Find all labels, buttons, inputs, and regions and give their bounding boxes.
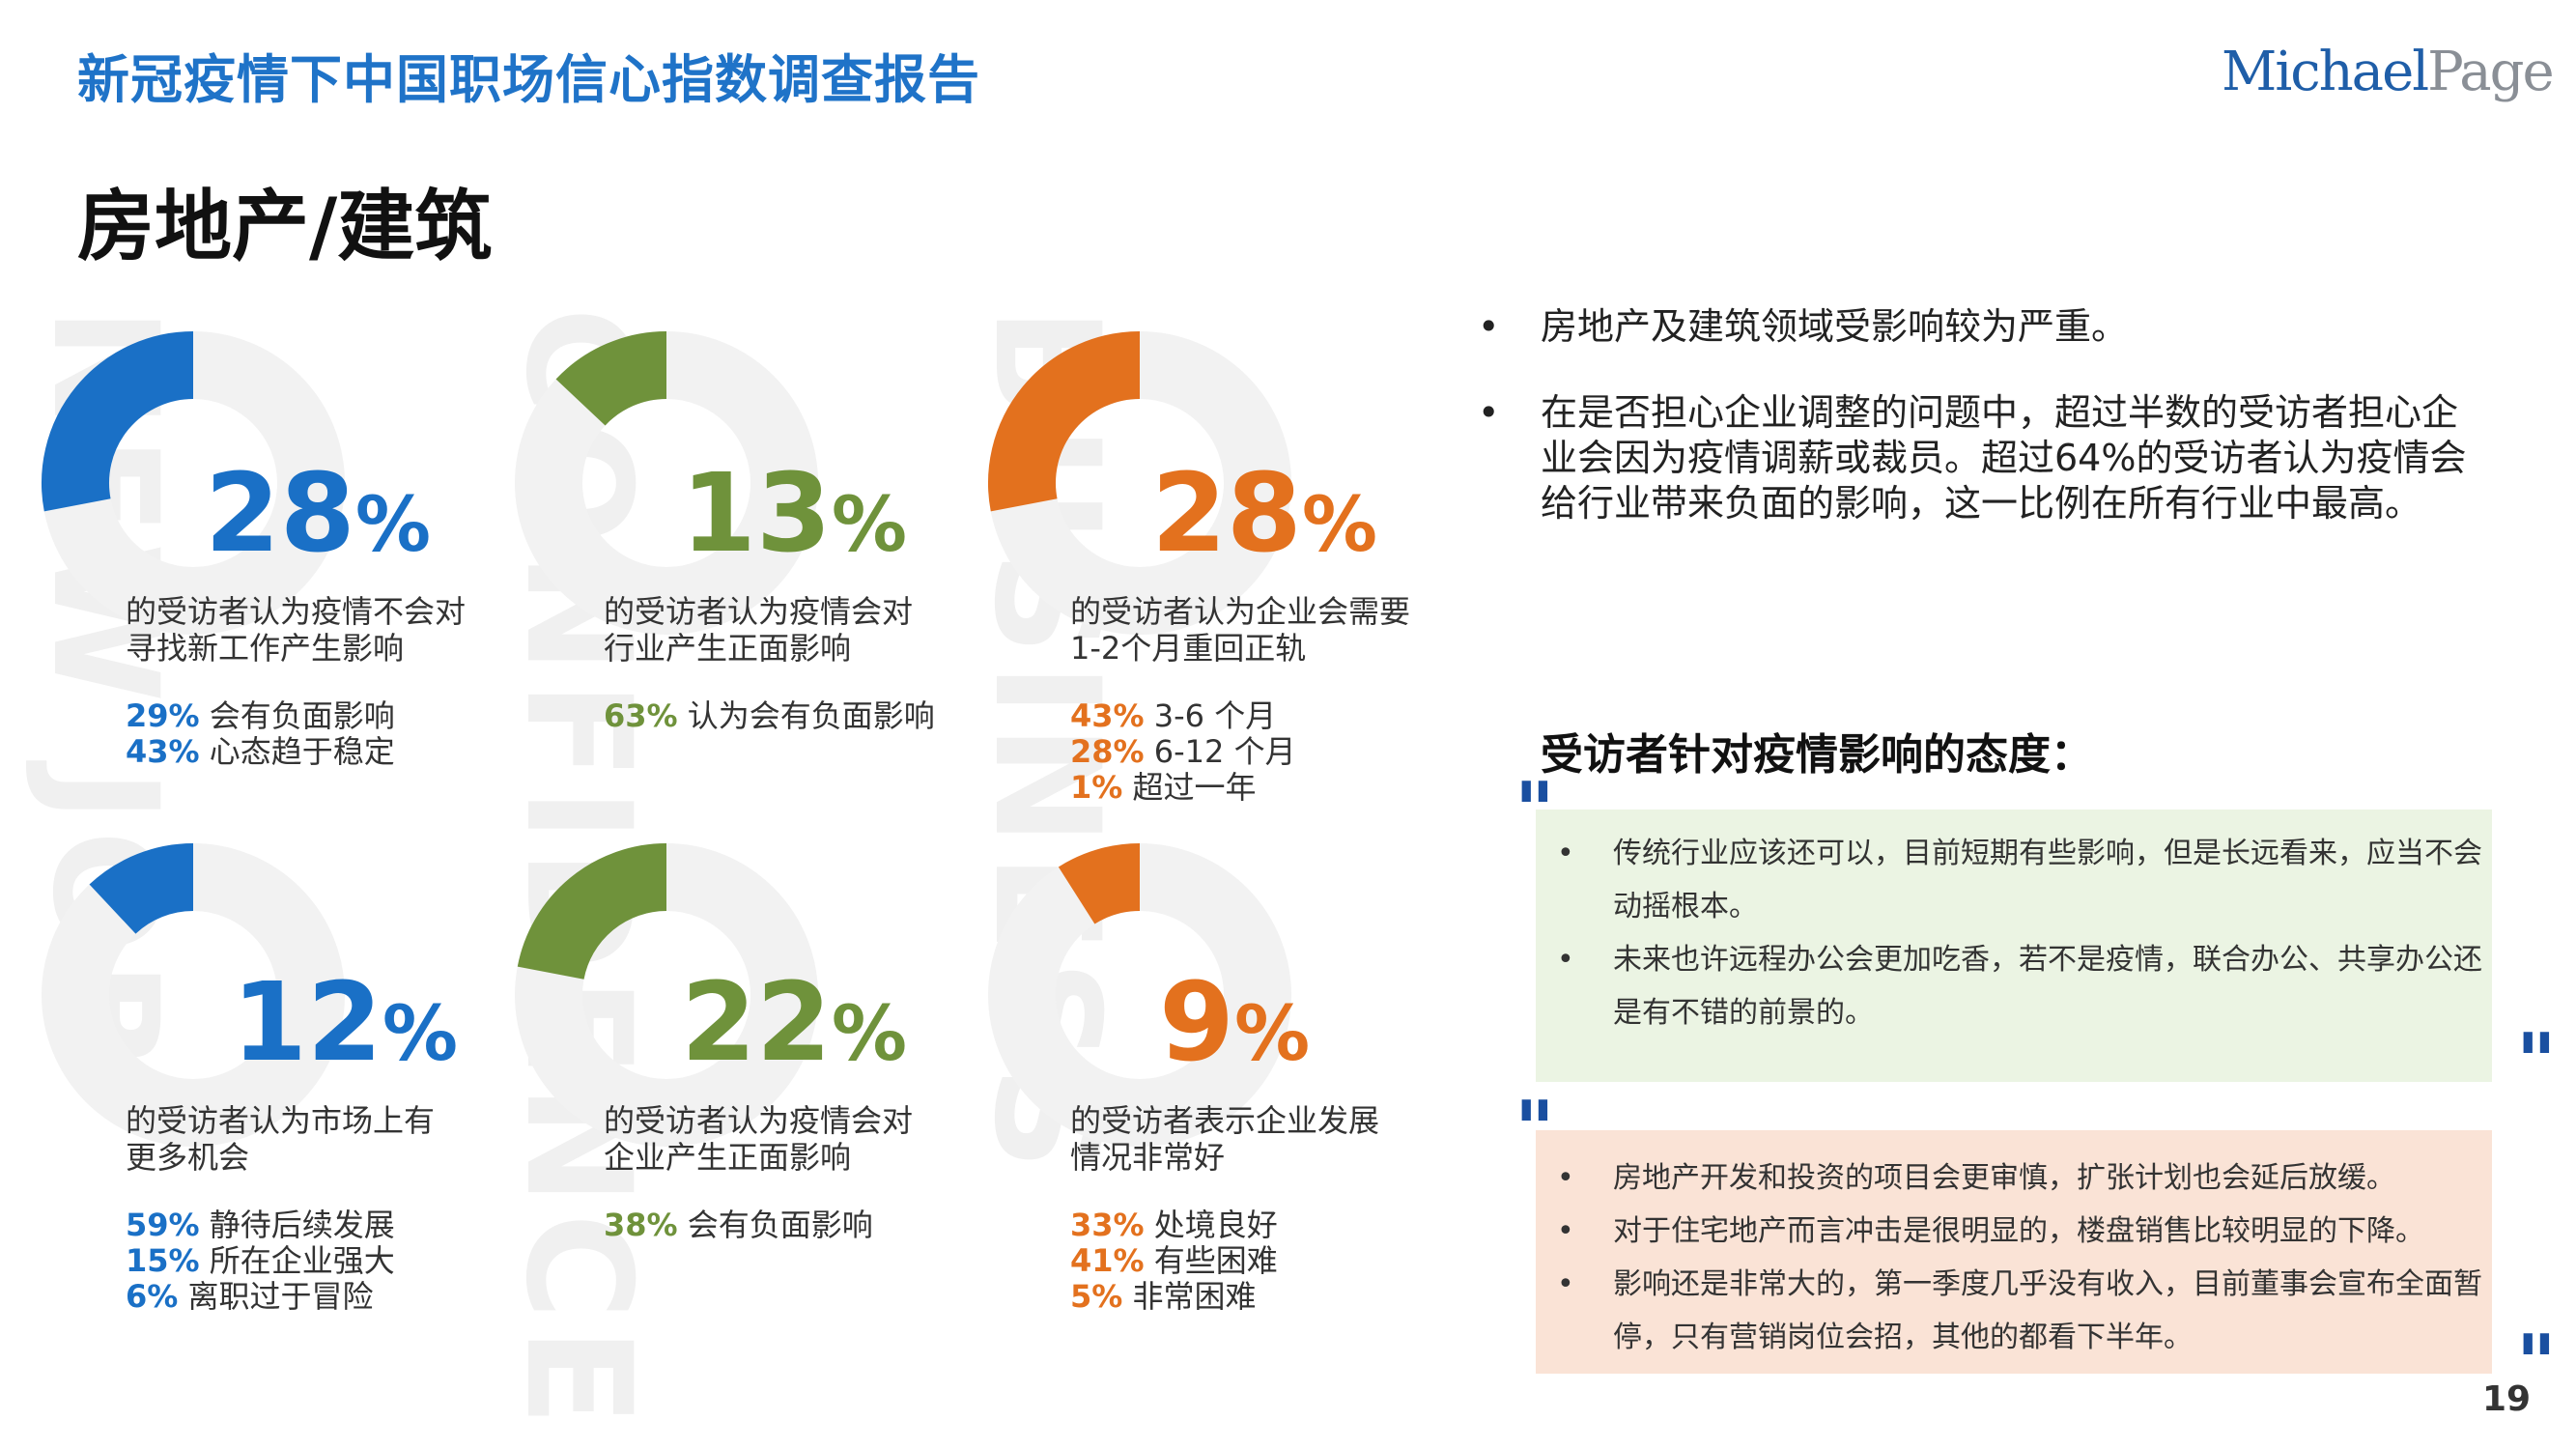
chart5-stats: 38% 会有负面影响	[604, 1208, 873, 1243]
chart6-description: 的受访者表示企业发展 情况非常好	[1070, 1102, 1380, 1176]
chart1-description: 的受访者认为疫情不会对 寻找新工作产生影响	[126, 593, 467, 667]
donut-segment-6	[1058, 843, 1142, 925]
chart6-big-number: 9%	[1159, 960, 1311, 1086]
chart4-stats: 59% 静待后续发展 15% 所在企业强大 6% 离职过于冒险	[126, 1208, 395, 1315]
stat-row: 43% 3-6 个月	[1070, 697, 1277, 734]
section-title: 房地产/建筑	[77, 182, 493, 271]
stat-row: 28% 6-12 个月	[1070, 733, 1296, 770]
stat-row: 63% 认为会有负面影响	[604, 697, 935, 734]
donut-segment-2	[555, 331, 668, 427]
chart4-big-number: 12%	[232, 960, 459, 1086]
chart5-big-number: 22%	[681, 960, 908, 1086]
stat-row: 59% 静待后续发展	[126, 1207, 395, 1243]
chart2-description: 的受访者认为疫情会对 行业产生正面影响	[604, 593, 914, 667]
stat-row: 33% 处境良好	[1070, 1207, 1278, 1243]
key-findings-list: 房地产及建筑领域受影响较为严重。 在是否担心企业调整的问题中，超过半数的受访者担…	[1478, 304, 2492, 567]
chart1-big-number: 28%	[205, 451, 432, 577]
chart5-description: 的受访者认为疫情会对 企业产生正面影响	[604, 1102, 914, 1176]
chart3-stats: 43% 3-6 个月 28% 6-12 个月 1% 超过一年	[1070, 698, 1296, 806]
donut-segment-5	[517, 843, 668, 980]
stat-row: 6% 离职过于冒险	[126, 1278, 374, 1315]
donut-segment-3	[988, 331, 1142, 512]
stat-row: 38% 会有负面影响	[604, 1207, 873, 1243]
attitude-heading: 受访者针对疫情影响的态度：	[1541, 730, 2093, 780]
stat-row: 41% 有些困难	[1070, 1242, 1278, 1279]
chart2-stats: 63% 认为会有负面影响	[604, 698, 935, 734]
stat-row: 1% 超过一年	[1070, 769, 1257, 806]
quotes-box-positive: 传统行业应该还可以，目前短期有些影响，但是长远看来，应当不会动摇根本。 未来也许…	[1536, 810, 2492, 1082]
chart2-big-number: 13%	[681, 451, 908, 577]
finding-item: 在是否担心企业调整的问题中，超过半数的受访者担心企业会因为疫情调薪或裁员。超过6…	[1478, 390, 2492, 526]
chart6-stats: 33% 处境良好 41% 有些困难 5% 非常困难	[1070, 1208, 1278, 1315]
quote-item: 房地产开发和投资的项目会更审慎，扩张计划也会延后放缓。	[1536, 1151, 2492, 1205]
chart3-description: 的受访者认为企业会需要 1-2个月重回正轨	[1070, 593, 1411, 667]
report-title: 新冠疫情下中国职场信心指数调查报告	[77, 49, 980, 110]
donut-segment-1	[42, 331, 195, 512]
finding-item: 房地产及建筑领域受影响较为严重。	[1478, 304, 2492, 350]
stat-row: 29% 会有负面影响	[126, 697, 395, 734]
stat-row: 43% 心态趋于稳定	[126, 733, 395, 770]
stat-row: 5% 非常困难	[1070, 1278, 1257, 1315]
quote-close-icon: "	[2516, 1319, 2557, 1408]
donut-segment-4	[89, 843, 195, 935]
chart3-big-number: 28%	[1151, 451, 1378, 577]
stat-row: 15% 所在企业强大	[126, 1242, 395, 1279]
chart1-stats: 29% 会有负面影响 43% 心态趋于稳定	[126, 698, 395, 770]
quote-close-icon: "	[2516, 1017, 2557, 1107]
quote-item: 对于住宅地产而言冲击是很明显的，楼盘销售比较明显的下降。	[1536, 1205, 2492, 1258]
chart4-description: 的受访者认为市场上有 更多机会	[126, 1102, 436, 1176]
michael-page-logo: MichaelPage	[2222, 41, 2555, 103]
quote-item: 影响还是非常大的，第一季度几乎没有收入，目前董事会宣布全面暂停，只有营销岗位会招…	[1536, 1258, 2492, 1364]
logo-page: Page	[2427, 41, 2555, 103]
logo-michael: Michael	[2222, 41, 2429, 103]
quote-item: 传统行业应该还可以，目前短期有些影响，但是长远看来，应当不会动摇根本。	[1536, 827, 2492, 933]
page-number: 19	[2482, 1379, 2532, 1419]
quote-item: 未来也许远程办公会更加吃香，若不是疫情，联合办公、共享办公还是有不错的前景的。	[1536, 933, 2492, 1039]
quotes-box-negative: 房地产开发和投资的项目会更审慎，扩张计划也会延后放缓。 对于住宅地产而言冲击是很…	[1536, 1130, 2492, 1374]
